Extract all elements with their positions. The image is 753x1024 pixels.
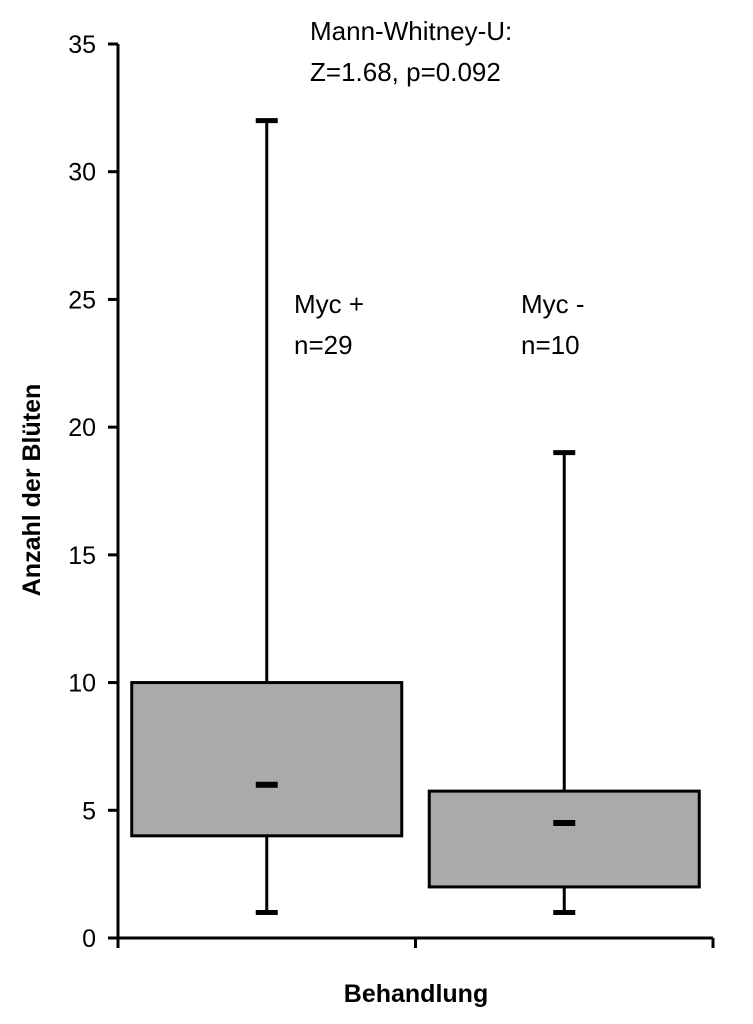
x-axis bbox=[116, 936, 715, 948]
group-n-myc-minus: n=10 bbox=[521, 330, 580, 360]
stat-test-label: Mann-Whitney-U: bbox=[310, 16, 512, 46]
y-tick-label: 5 bbox=[82, 797, 96, 825]
y-axis-title: Anzahl der Blüten bbox=[18, 384, 46, 597]
box-group bbox=[427, 450, 701, 915]
y-tick-label: 0 bbox=[82, 925, 96, 953]
y-tick-label: 35 bbox=[68, 31, 96, 59]
group-label-myc-plus: Myc + bbox=[294, 289, 364, 319]
boxes bbox=[130, 118, 701, 915]
group-n-myc-plus: n=29 bbox=[294, 330, 353, 360]
y-axis: 0 5 10 15 20 25 30 35 bbox=[68, 31, 120, 953]
box bbox=[130, 681, 404, 838]
x-axis-title: Behandlung bbox=[344, 980, 488, 1008]
stat-test-result: Z=1.68, p=0.092 bbox=[310, 57, 501, 87]
y-tick-label: 25 bbox=[68, 286, 96, 314]
y-tick-label: 10 bbox=[68, 670, 96, 698]
y-tick-label: 15 bbox=[68, 542, 96, 570]
box-group bbox=[130, 118, 404, 915]
box bbox=[427, 789, 701, 889]
y-tick-label: 20 bbox=[68, 414, 96, 442]
group-label-myc-minus: Myc - bbox=[521, 289, 585, 319]
y-tick-label: 30 bbox=[68, 159, 96, 187]
